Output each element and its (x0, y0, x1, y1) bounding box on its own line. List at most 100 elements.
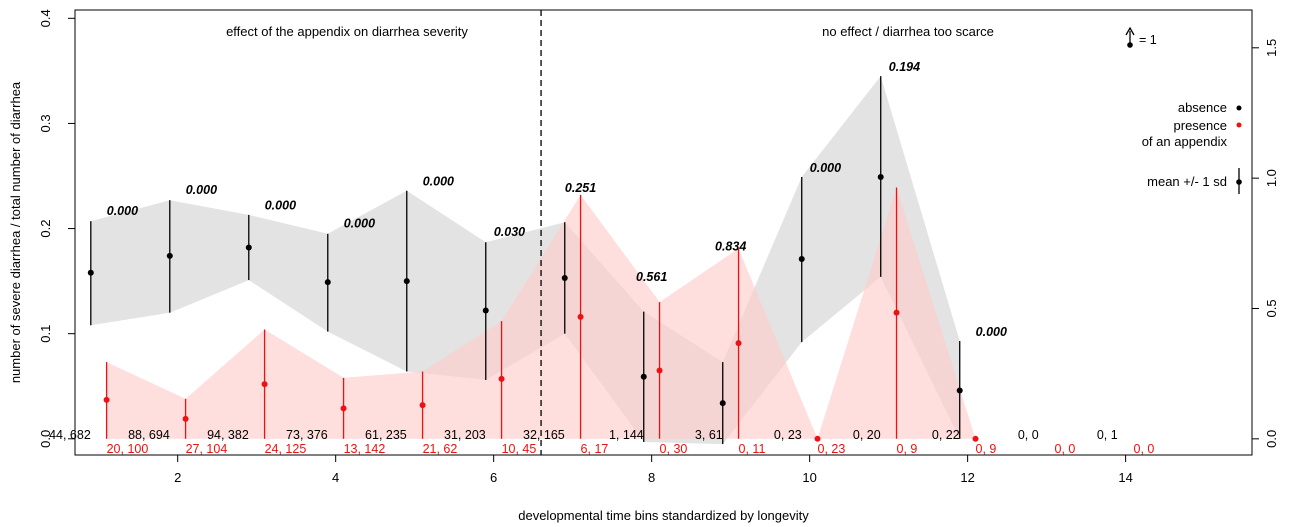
axes: 2 4 6 8 10 12 14 developmental time bins standa… (8, 9, 1279, 523)
presence-count-label: 0, 30 (660, 442, 688, 456)
absence-point (87, 269, 94, 276)
p-value-label: 0.000 (810, 161, 841, 175)
p-value-label: 0.000 (976, 325, 1007, 339)
presence-count-label: 0, 9 (897, 442, 918, 456)
region-label-left: effect of the appendix on diarrhea sever… (226, 24, 468, 39)
presence-point (103, 396, 110, 403)
presence-count-label: 13, 142 (344, 442, 386, 456)
legend-appendix-label: of an appendix (1142, 134, 1228, 149)
x-axis-label: developmental time bins standardized by … (518, 508, 809, 523)
presence-count-label: 6, 17 (581, 442, 609, 456)
absence-count-label: 61, 235 (365, 428, 407, 442)
x-tick-label: 4 (332, 470, 339, 485)
presence-count-label: 10, 45 (502, 442, 537, 456)
y2-tick-label: 1.0 (1264, 169, 1279, 187)
absence-count-label: 1, 144 (609, 428, 644, 442)
presence-point (182, 415, 189, 422)
presence-point (814, 435, 821, 442)
presence-count-label: 20, 100 (107, 442, 149, 456)
p-value-label: 0.194 (889, 60, 920, 74)
plot-frame (74, 9, 1253, 456)
absence-point (166, 252, 173, 259)
presence-point (656, 367, 663, 374)
presence-point (972, 435, 979, 442)
x-tick-label: 12 (960, 470, 974, 485)
presence-point (498, 375, 505, 382)
absence-point (482, 307, 489, 314)
region-label-right: no effect / diarrhea too scarce (822, 24, 994, 39)
legend-errorbar-point (1236, 179, 1242, 185)
absence-point (719, 400, 726, 407)
absence-count-label: 0, 0 (1018, 428, 1039, 442)
y-tick-label: 0.1 (38, 325, 53, 343)
absence-point (640, 373, 647, 380)
p-value-label: 0.251 (565, 181, 596, 195)
presence-point (577, 313, 584, 320)
absence-point (798, 256, 805, 263)
scale-label: = 1 (1139, 33, 1157, 47)
y2-tick-label: 0.5 (1264, 299, 1279, 317)
absence-count-label: 0, 23 (774, 428, 802, 442)
absence-point (561, 274, 568, 281)
absence-count-label: 0, 20 (853, 428, 881, 442)
y-tick-label: 0.4 (38, 9, 53, 27)
x-tick-label: 2 (174, 470, 181, 485)
absence-point (877, 174, 884, 181)
legend-presence-marker (1236, 122, 1242, 128)
presence-point (893, 309, 900, 316)
x-tick-label: 8 (648, 470, 655, 485)
y-axis-label: number of severe diarrhea / total number… (8, 81, 23, 383)
y-tick-label: 0.2 (38, 220, 53, 238)
p-value-labels: 0.000 0.000 0.000 0.000 0.000 0.030 0.251 0.561… (107, 60, 1007, 339)
p-value-label: 0.000 (107, 204, 138, 218)
p-value-label: 0.000 (265, 199, 296, 213)
y-tick-label: 0.3 (38, 114, 53, 132)
absence-point (956, 387, 963, 394)
absence-point (403, 278, 410, 285)
absence-count-label: 3, 61 (695, 428, 723, 442)
absence-count-label: 88, 694 (128, 428, 170, 442)
absence-count-label: 73, 376 (286, 428, 328, 442)
x-tick-label: 14 (1118, 470, 1132, 485)
p-value-label: 0.000 (344, 217, 375, 231)
data-points (87, 174, 979, 442)
y-tick-label: 0.0 (38, 430, 53, 448)
shaded-bands (90, 76, 976, 445)
absence-count-label: 31, 203 (444, 428, 486, 442)
p-value-label: 0.000 (186, 183, 217, 197)
presence-count-label: 0, 0 (1134, 442, 1155, 456)
absence-count-label: 0, 22 (932, 428, 960, 442)
divider-group: effect of the appendix on diarrhea sever… (226, 10, 994, 455)
absence-count-label: 94, 382 (207, 428, 249, 442)
presence-count-label: 0, 23 (818, 442, 846, 456)
legend-absence-marker (1236, 105, 1242, 111)
x-tick-label: 10 (802, 470, 816, 485)
presence-count-label: 0, 11 (739, 442, 766, 456)
p-value-label: 0.834 (715, 240, 746, 254)
scale-arrow-head (1125, 26, 1135, 36)
presence-point (419, 402, 426, 409)
presence-count-label: 27, 104 (186, 442, 228, 456)
presence-point (735, 340, 742, 347)
presence-count-label: 0, 0 (1055, 442, 1076, 456)
p-value-label: 0.000 (423, 174, 454, 188)
p-value-label: 0.030 (494, 225, 525, 239)
absence-count-label: 0, 1 (1097, 428, 1118, 442)
scale-point (1127, 42, 1133, 48)
y2-tick-label: 1.5 (1264, 39, 1279, 57)
absence-count-label: 32, 165 (523, 428, 565, 442)
x-tick-label: 6 (490, 470, 497, 485)
count-labels: 44, 682 88, 694 94, 382 73, 376 61, 235 31, 2… (49, 428, 1154, 456)
presence-count-label: 21, 62 (423, 442, 458, 456)
p-value-label: 0.561 (636, 270, 667, 284)
presence-count-label: 24, 125 (265, 442, 307, 456)
absence-point (245, 244, 252, 251)
absence-point (324, 279, 331, 286)
legend-absence-label: absence (1178, 100, 1227, 115)
presence-point (340, 405, 347, 412)
legend-errorbar-label: mean +/- 1 sd (1147, 174, 1227, 189)
presence-point (261, 381, 268, 388)
presence-count-label: 0, 9 (976, 442, 997, 456)
